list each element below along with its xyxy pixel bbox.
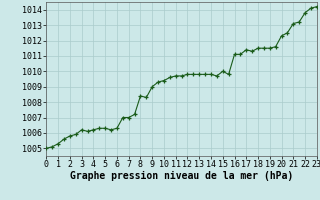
- X-axis label: Graphe pression niveau de la mer (hPa): Graphe pression niveau de la mer (hPa): [70, 171, 293, 181]
